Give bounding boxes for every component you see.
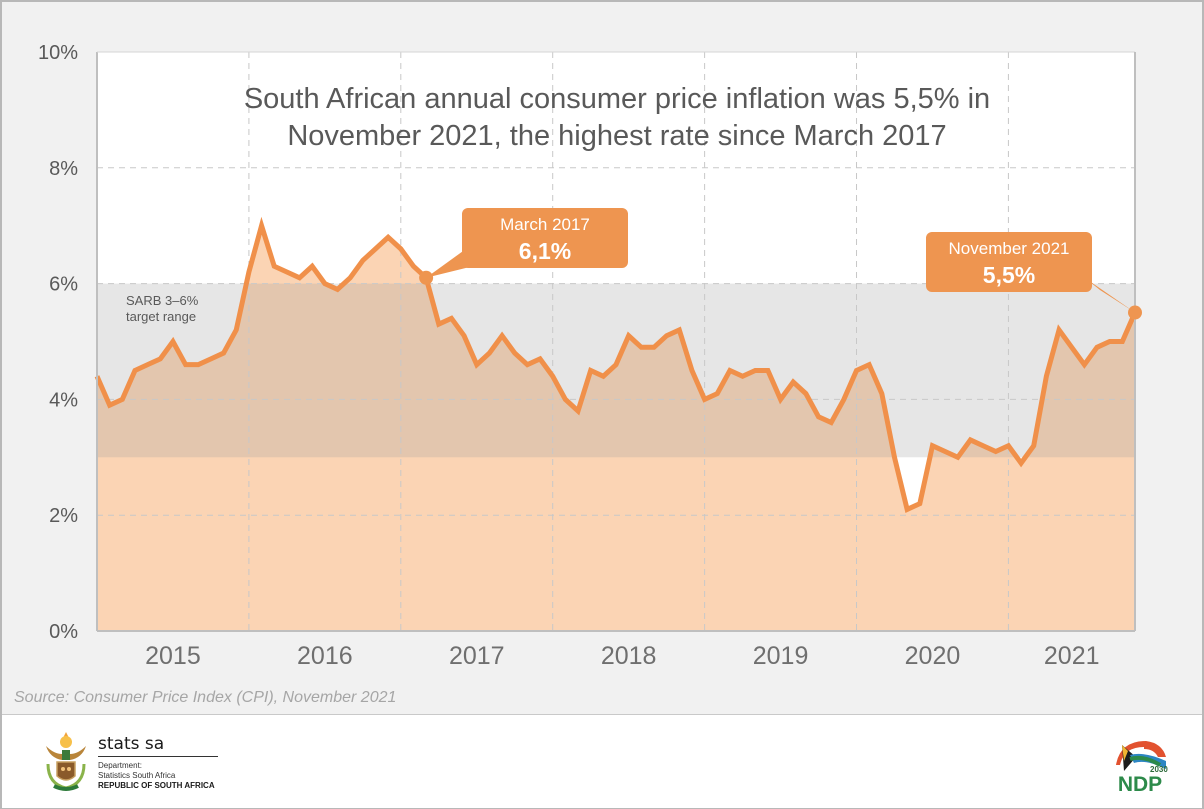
- chart-title-line-1: South African annual consumer price infl…: [244, 83, 990, 115]
- y-tick-label: 6%: [49, 274, 78, 296]
- footer: [2, 714, 1202, 808]
- highlight-marker: [419, 270, 434, 285]
- ndp-year: 2030: [1150, 765, 1168, 774]
- y-tick-label: 8%: [49, 158, 78, 180]
- callout-date: March 2017: [500, 215, 590, 234]
- target-band-label: target range: [126, 309, 196, 324]
- callout: March 2017 6,1%: [419, 208, 628, 285]
- callout-date: November 2021: [949, 239, 1070, 258]
- x-tick-label: 2019: [753, 642, 809, 670]
- y-tick-label: 4%: [49, 389, 78, 411]
- statssa-line-1: Department:: [98, 761, 143, 770]
- target-band-label: SARB 3–6%: [126, 293, 199, 308]
- coat-of-arms-icon: [46, 732, 86, 791]
- series-line: [94, 216, 1138, 513]
- x-tick-label: 2020: [905, 642, 961, 670]
- ndp-text: NDP: [1118, 773, 1162, 795]
- x-tick-label: 2017: [449, 642, 505, 670]
- statssa-divider: [98, 756, 218, 757]
- y-tick-label: 0%: [49, 621, 78, 643]
- chart-title-line-2: November 2021, the highest rate since Ma…: [287, 120, 946, 152]
- callout: November 2021 5,5%: [926, 232, 1142, 320]
- callout-box: [462, 208, 628, 268]
- inflation-chart: 0% 2% 4% 6% 8% 10% 2015 2016 2017 2018 2019 2020 202…: [38, 42, 1142, 670]
- target-band: [97, 283, 1135, 458]
- y-tick-label: 2%: [49, 505, 78, 527]
- ndp-logo: 2030 NDP: [1116, 741, 1168, 795]
- y-tick-label: 10%: [38, 42, 78, 64]
- callout-pointer: [1085, 278, 1135, 313]
- statssa-logo: stats sa Department: Statistics South Af…: [36, 726, 226, 794]
- statssa-name: stats sa: [98, 734, 165, 754]
- x-tick-label: 2021: [1044, 642, 1100, 670]
- x-tick-label: 2015: [145, 642, 201, 670]
- x-tick-label: 2018: [601, 642, 657, 670]
- callout-box: [926, 232, 1092, 292]
- highlight-marker: [1128, 305, 1142, 320]
- statssa-line-3: REPUBLIC OF SOUTH AFRICA: [98, 781, 215, 790]
- source-note: Source: Consumer Price Index (CPI), Nove…: [14, 689, 397, 706]
- statssa-line-2: Statistics South Africa: [98, 771, 176, 780]
- callout-value: 6,1%: [519, 238, 571, 264]
- x-tick-label: 2016: [297, 642, 353, 670]
- callout-value: 5,5%: [983, 262, 1035, 288]
- area-fill: [97, 225, 1135, 631]
